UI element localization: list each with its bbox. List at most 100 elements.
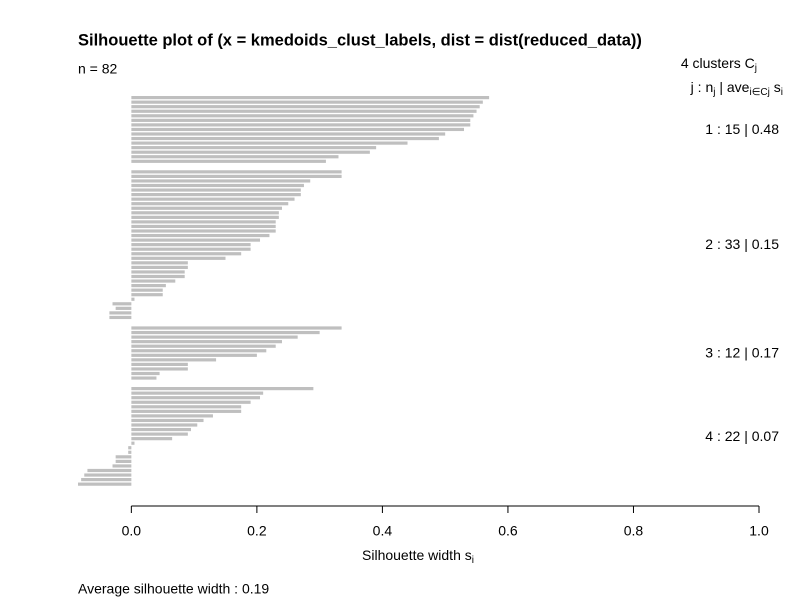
bar (112, 302, 132, 306)
subscript: j (754, 63, 757, 74)
bar (131, 371, 160, 376)
bar (131, 265, 188, 269)
bar (131, 105, 480, 109)
bar (115, 459, 132, 463)
cluster-label: 3 : 12 | 0.17 (705, 344, 779, 360)
bar (131, 211, 279, 215)
bar (131, 252, 242, 256)
bar (131, 418, 204, 423)
bar (87, 468, 132, 473)
bar (131, 423, 198, 427)
x-tick-label: 1.0 (749, 523, 769, 539)
bar (131, 396, 261, 400)
bar (131, 183, 304, 188)
bar (131, 150, 370, 154)
bar (131, 238, 261, 242)
x-tick-label: 0.2 (247, 523, 267, 539)
bar (131, 123, 471, 127)
bar (131, 141, 408, 145)
bar (128, 450, 132, 454)
bar (131, 215, 279, 219)
bar (131, 179, 311, 183)
x-axis-label: Silhouette width si (362, 547, 474, 566)
bar (131, 427, 191, 432)
bar (131, 100, 483, 104)
bar (131, 409, 242, 413)
bar (109, 315, 132, 320)
bar (131, 96, 490, 100)
text-part: j : n (690, 79, 714, 95)
bar (131, 284, 166, 288)
bar (131, 441, 135, 445)
bar (131, 155, 339, 159)
bar (131, 330, 320, 335)
bar (131, 229, 276, 233)
bar (131, 114, 474, 118)
bar (78, 482, 132, 486)
bar (112, 464, 132, 468)
bar (131, 261, 188, 265)
bar (131, 193, 301, 197)
bar (131, 243, 251, 247)
bar (131, 136, 439, 141)
bar (131, 279, 176, 283)
bar (131, 358, 217, 362)
bar (131, 405, 242, 409)
bar (131, 288, 163, 292)
bar (115, 306, 132, 310)
subscript: j (712, 87, 715, 98)
bar (131, 197, 295, 201)
footer: Average silhouette width : 0.19 (78, 581, 269, 597)
bar (131, 293, 163, 297)
bar (128, 446, 132, 450)
bar (131, 362, 188, 366)
bar (131, 387, 314, 391)
subtitle: n = 82 (78, 61, 118, 77)
legend-title: 4 clusters Cj (681, 55, 757, 74)
bar (131, 432, 188, 436)
bar (131, 437, 173, 441)
cluster-label: 4 : 22 | 0.07 (705, 428, 779, 444)
bar (131, 340, 282, 344)
bar (81, 478, 132, 482)
bar (84, 473, 132, 477)
bar (131, 353, 257, 357)
bar (131, 391, 264, 395)
bar (131, 170, 342, 174)
x-tick-label: 0.6 (498, 523, 518, 539)
text-part: Silhouette width s (362, 547, 472, 563)
bar (131, 256, 226, 260)
bar (131, 206, 282, 210)
text-part: 4 clusters C (681, 55, 755, 71)
bar (131, 344, 276, 348)
bar (131, 174, 342, 178)
bar (131, 335, 298, 339)
bar (131, 367, 188, 371)
text-part: s (770, 79, 781, 95)
bar (131, 400, 251, 404)
bar (131, 376, 157, 380)
bar (115, 455, 132, 459)
x-tick-label: 0.0 (122, 523, 142, 539)
x-tick-label: 0.4 (373, 523, 393, 539)
x-tick-label: 0.8 (624, 523, 644, 539)
subscript: i (472, 555, 474, 566)
bar (131, 146, 377, 150)
bar (131, 297, 135, 301)
bar (131, 109, 477, 113)
bar (131, 202, 289, 206)
bar (131, 159, 326, 163)
legend-header: j : nj | avei∈Cj si (690, 79, 783, 98)
bar (109, 311, 132, 315)
bar (131, 233, 270, 238)
subscript: i (781, 87, 783, 98)
bar (131, 247, 251, 251)
bar (131, 188, 301, 192)
bar (131, 224, 276, 229)
bar (131, 349, 267, 353)
bar (131, 414, 213, 418)
bar (131, 127, 465, 132)
chart-title: Silhouette plot of (x = kmedoids_clust_l… (78, 31, 642, 49)
bar (131, 274, 185, 279)
